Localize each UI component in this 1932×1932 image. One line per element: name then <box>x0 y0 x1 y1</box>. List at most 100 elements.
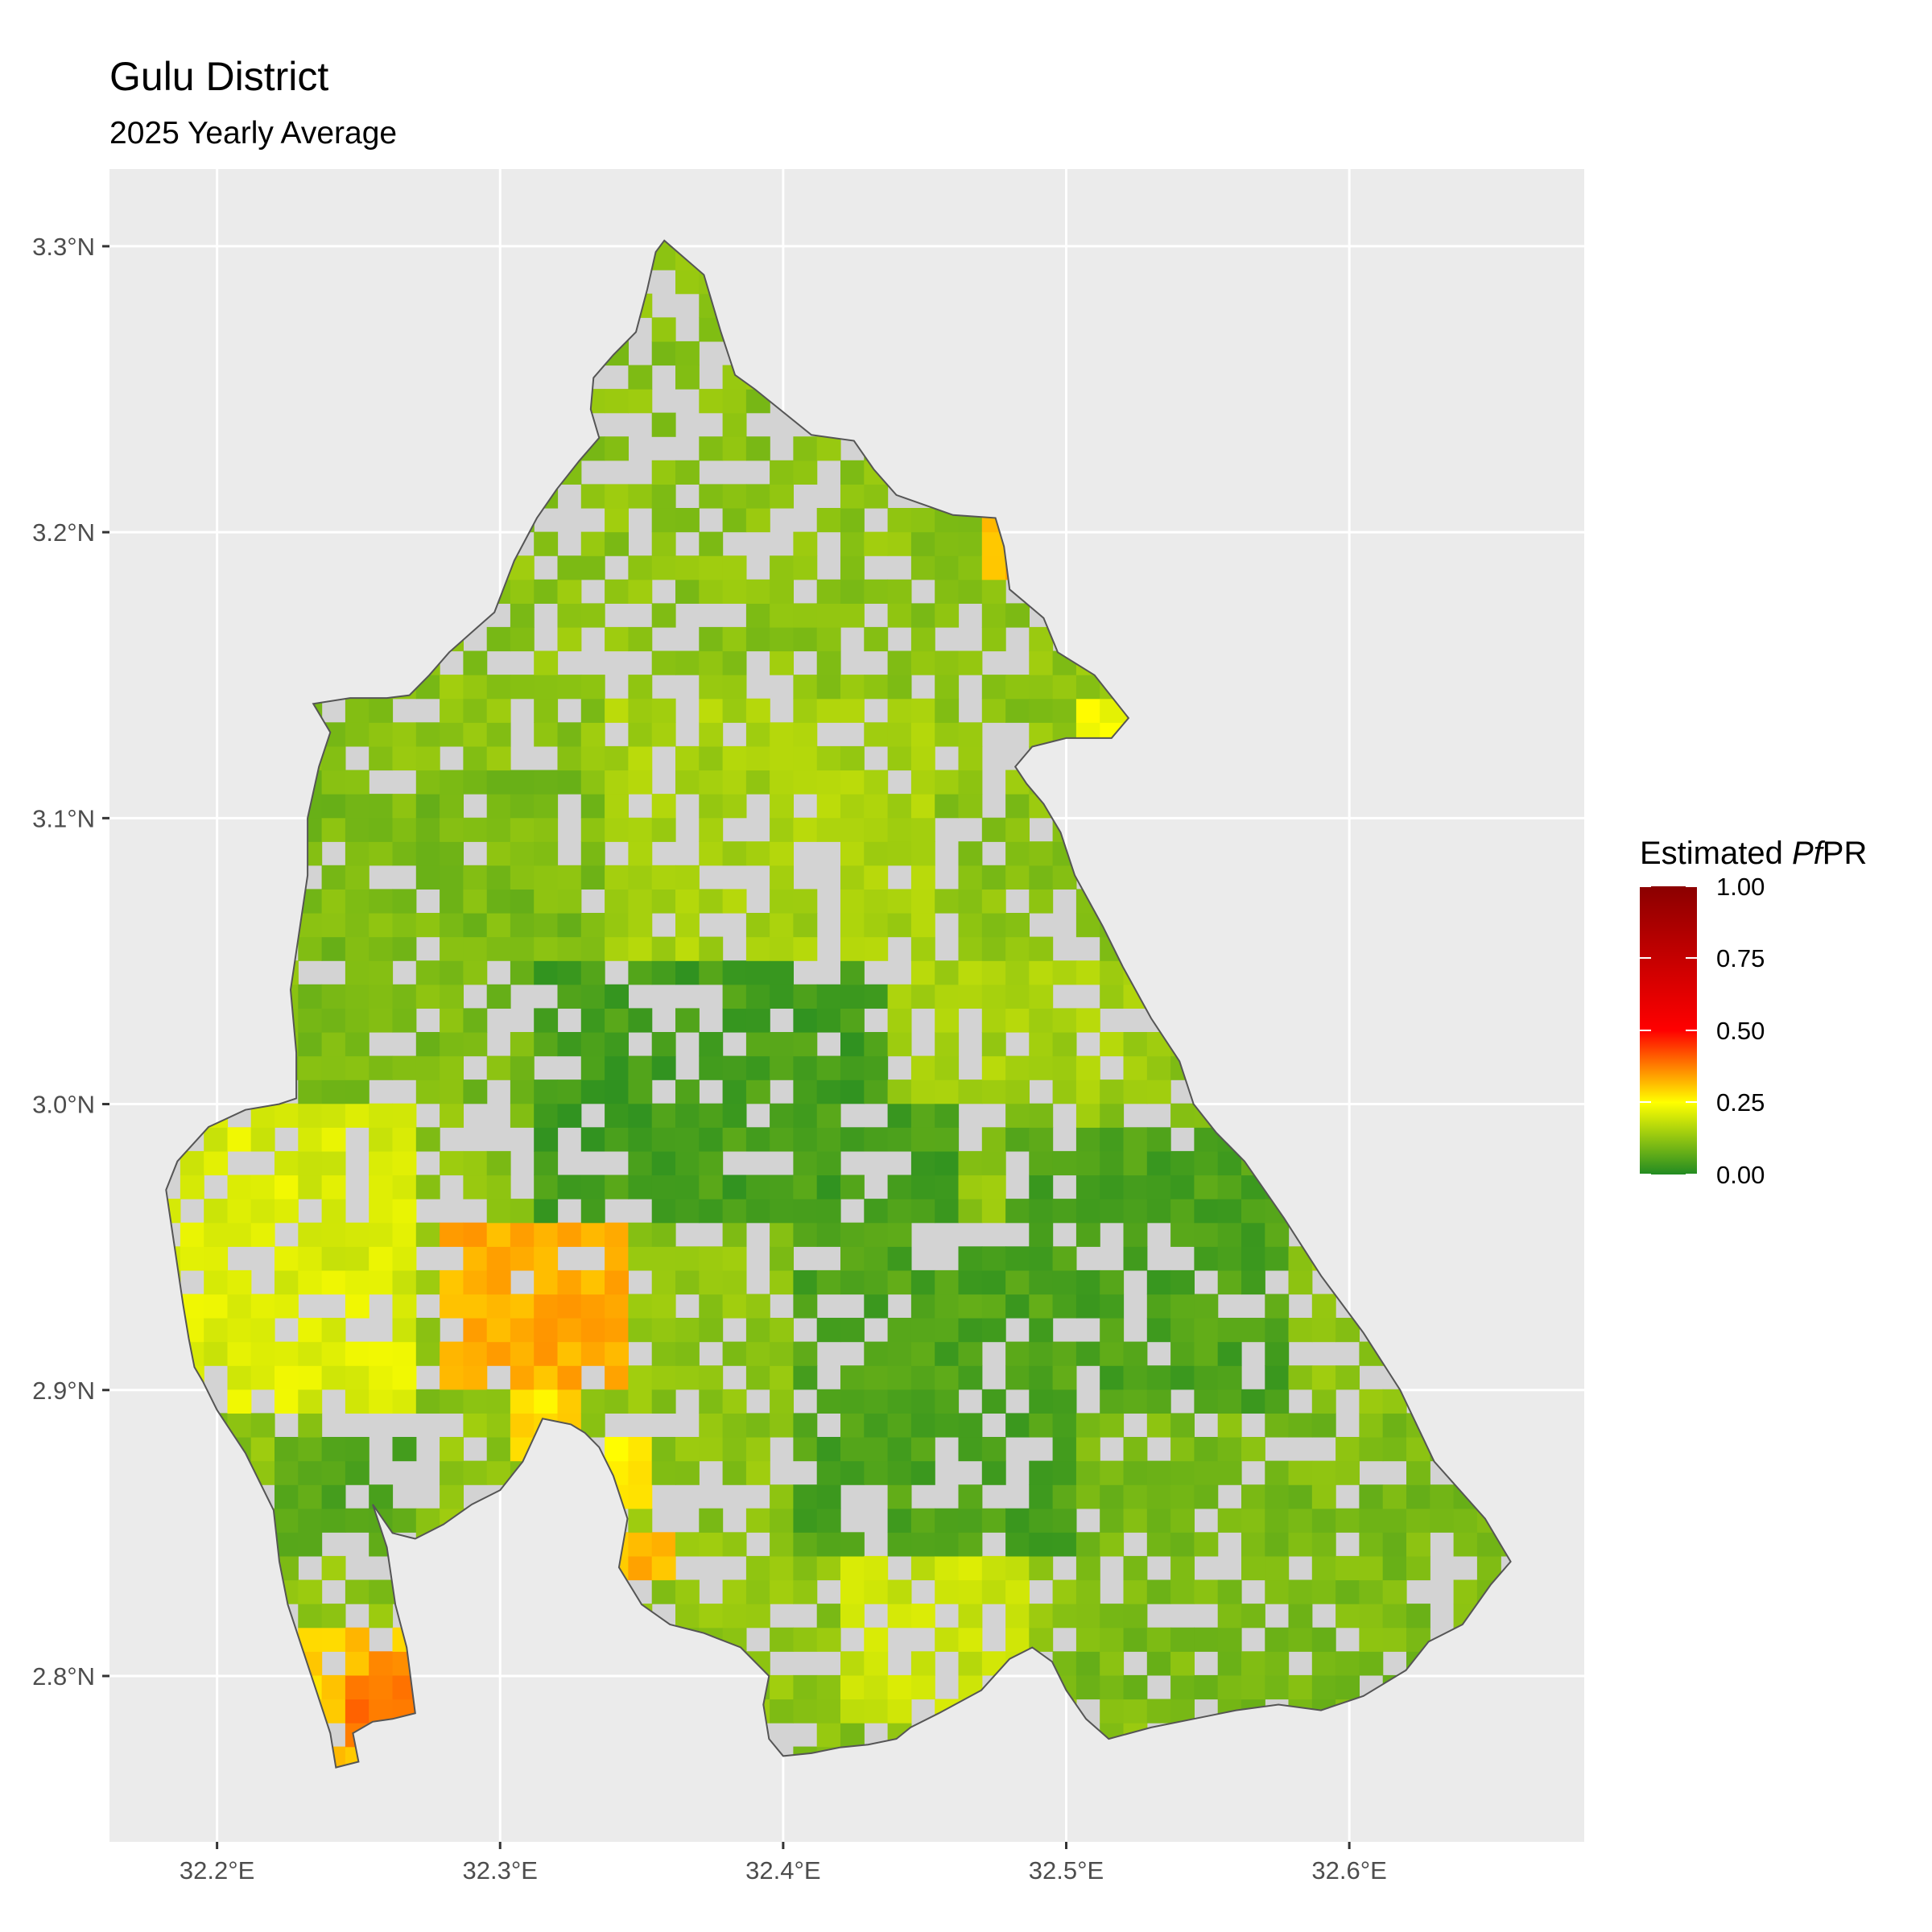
raster-cell <box>816 1604 841 1629</box>
raster-cell <box>463 1174 488 1199</box>
raster-cell <box>1170 1651 1195 1676</box>
raster-cell <box>910 1365 935 1390</box>
raster-cell <box>910 960 935 985</box>
raster-cell <box>345 1508 369 1533</box>
raster-cell <box>1311 1460 1336 1485</box>
raster-cell <box>345 1269 369 1295</box>
raster-cell <box>1075 1604 1100 1629</box>
raster-cell <box>722 841 747 866</box>
raster-cell <box>1100 1080 1125 1104</box>
raster-cell <box>345 1437 369 1462</box>
raster-cell <box>816 1532 841 1557</box>
raster-cell <box>887 508 912 533</box>
raster-cell <box>816 1508 841 1533</box>
raster-cell <box>816 603 841 628</box>
raster-cell <box>463 1365 488 1390</box>
raster-cell <box>605 889 629 914</box>
raster-cell <box>745 626 770 652</box>
raster-cell <box>510 1055 535 1080</box>
raster-cell <box>651 1127 676 1152</box>
raster-cell <box>463 1222 488 1247</box>
raster-cell <box>1241 1604 1265 1629</box>
raster-cell <box>628 1460 653 1485</box>
raster-cell <box>1029 1222 1054 1247</box>
raster-cell <box>651 1460 676 1485</box>
raster-cell <box>651 1269 676 1295</box>
raster-cell <box>1382 1413 1407 1438</box>
raster-cell <box>1241 1318 1265 1343</box>
raster-cell <box>887 1674 912 1700</box>
raster-cell <box>840 913 865 938</box>
raster-cell <box>392 1318 417 1343</box>
raster-cell <box>1075 1651 1100 1676</box>
raster-cell <box>1100 1294 1125 1319</box>
raster-cell <box>486 770 511 795</box>
raster-cell <box>580 865 605 890</box>
raster-cell <box>887 1080 912 1104</box>
raster-cell <box>628 365 653 390</box>
raster-cell <box>958 1579 983 1604</box>
raster-cell <box>722 1389 747 1414</box>
raster-cell <box>910 1174 935 1199</box>
raster-cell <box>722 960 747 985</box>
raster-cell <box>745 770 770 795</box>
raster-cell <box>1123 1579 1148 1604</box>
raster-cell <box>816 984 841 1009</box>
raster-cell <box>628 1080 653 1104</box>
raster-cell <box>793 626 818 652</box>
raster-cell <box>369 1127 394 1152</box>
raster-cell <box>440 1222 464 1247</box>
raster-cell <box>1288 1508 1313 1533</box>
raster-cell <box>250 1222 275 1247</box>
raster-cell <box>675 365 700 390</box>
raster-cell <box>1075 1294 1100 1319</box>
raster-cell <box>1311 1651 1336 1676</box>
raster-cell <box>1075 1627 1100 1652</box>
raster-cell <box>580 1174 605 1199</box>
raster-cell <box>298 1389 323 1414</box>
raster-cell <box>1382 1627 1407 1652</box>
raster-cell <box>651 1318 676 1343</box>
raster-cell <box>651 1389 676 1414</box>
raster-cell <box>1241 1555 1265 1581</box>
raster-cell <box>345 1389 369 1414</box>
raster-cell <box>1123 1508 1148 1533</box>
raster-cell <box>887 1222 912 1247</box>
raster-cell <box>958 722 983 747</box>
raster-cell <box>958 794 983 819</box>
raster-cell <box>1170 1318 1195 1343</box>
raster-cell <box>1430 1484 1455 1509</box>
raster-cell <box>1194 1365 1219 1390</box>
raster-cell <box>958 1508 983 1533</box>
raster-cell <box>770 1699 794 1724</box>
raster-cell <box>392 794 417 819</box>
raster-cell <box>699 436 724 461</box>
raster-cell <box>369 1055 394 1080</box>
raster-cell <box>321 1318 346 1343</box>
raster-cell <box>840 579 865 604</box>
raster-cell <box>864 722 889 747</box>
raster-cell <box>935 1555 960 1581</box>
raster-cell <box>1029 1341 1054 1366</box>
raster-cell <box>770 650 794 675</box>
raster-cell <box>298 1222 323 1247</box>
raster-cell <box>204 1318 229 1343</box>
raster-cell <box>321 865 346 890</box>
raster-cell <box>745 1080 770 1104</box>
raster-cell <box>1382 1484 1407 1509</box>
raster-cell <box>1029 1269 1054 1295</box>
raster-cell <box>1123 1699 1148 1724</box>
raster-cell <box>651 722 676 747</box>
raster-cell <box>981 1199 1006 1224</box>
raster-cell <box>440 913 464 938</box>
raster-cell <box>440 1365 464 1390</box>
raster-cell <box>651 1055 676 1080</box>
raster-cell <box>463 1150 488 1176</box>
raster-cell <box>699 1269 724 1295</box>
raster-cell <box>770 1532 794 1557</box>
raster-cell <box>1123 1199 1148 1224</box>
raster-cell <box>1170 1150 1195 1176</box>
raster-cell <box>440 1055 464 1080</box>
raster-cell <box>864 865 889 890</box>
